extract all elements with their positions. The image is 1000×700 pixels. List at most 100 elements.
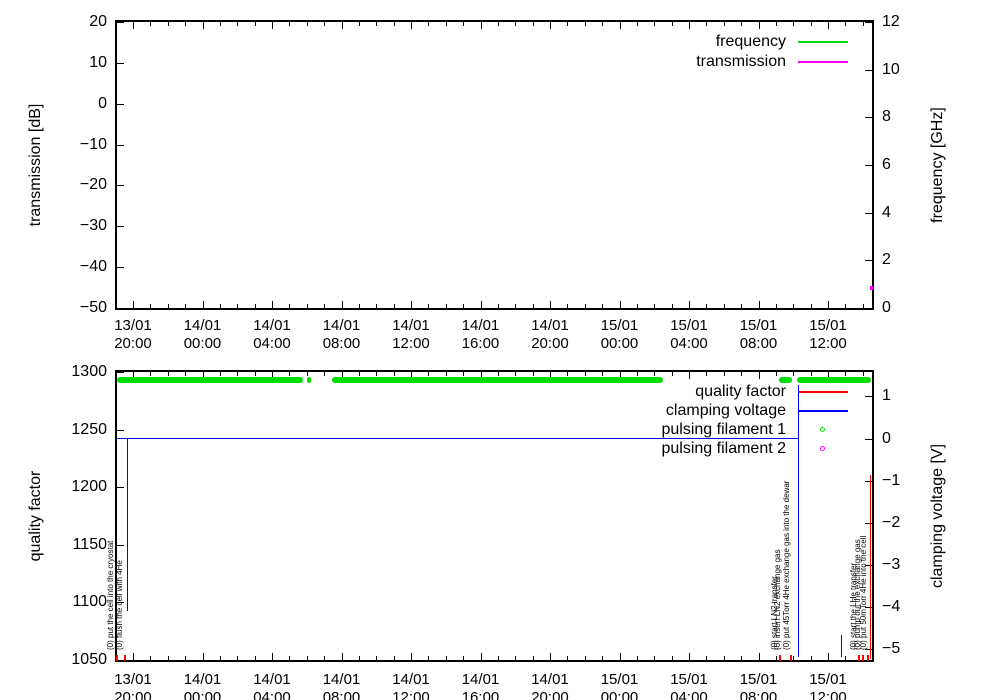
x-tick-label: 14/01 — [461, 317, 500, 334]
x-tick — [445, 304, 447, 308]
x-tick — [741, 22, 743, 26]
x-tick — [150, 304, 152, 308]
x-tick-label: 13/01 — [114, 671, 152, 688]
pulsing-filament-1-segment — [779, 377, 792, 384]
x-tick — [341, 372, 343, 379]
y-tick — [865, 212, 872, 214]
x-tick — [341, 301, 343, 308]
annotation-marker — [779, 654, 782, 661]
x-tick — [393, 304, 395, 308]
x-tick — [358, 22, 360, 26]
x-tick-label: 14/01 — [322, 317, 361, 334]
x-tick-label: 20:00 — [114, 335, 152, 352]
x-tick — [828, 653, 829, 660]
x-tick — [306, 304, 308, 308]
x-tick — [202, 372, 204, 379]
x-tick — [480, 301, 482, 308]
y-tick — [865, 308, 872, 309]
x-tick — [376, 656, 378, 660]
annotation-label: (0) insert LN2 exchange gas — [772, 549, 782, 651]
y-tick-label: −20 — [79, 176, 107, 194]
x-tick — [133, 22, 134, 29]
x-tick — [272, 372, 273, 379]
x-tick — [793, 372, 795, 376]
x-tick-label: 14/01 — [322, 671, 361, 688]
x-tick — [584, 656, 586, 660]
y-tick — [865, 396, 872, 398]
x-tick — [619, 22, 621, 29]
y-tick — [865, 438, 872, 440]
y-tick-label: −50 — [79, 299, 107, 316]
x-tick — [532, 304, 534, 308]
x-tick — [463, 304, 465, 308]
transmission-point — [869, 285, 873, 290]
x-tick — [550, 372, 551, 379]
y-tick — [117, 602, 124, 604]
x-tick — [532, 656, 534, 660]
x-tick — [775, 656, 777, 660]
y-tick — [865, 606, 872, 608]
x-tick — [706, 656, 708, 660]
x-tick-label: 14/01 — [253, 671, 291, 688]
bottom-left-axis-title: quality factor — [27, 470, 44, 562]
y-tick — [117, 185, 124, 187]
legend-label-transmission: transmission — [696, 53, 786, 70]
y-tick — [865, 522, 872, 524]
x-tick-label: 14/01 — [392, 317, 430, 334]
x-tick — [463, 656, 465, 660]
x-tick — [237, 372, 239, 376]
x-tick — [358, 656, 360, 660]
y-tick — [117, 267, 124, 269]
x-tick — [567, 22, 569, 26]
x-tick — [810, 372, 812, 376]
x-tick — [515, 304, 517, 308]
x-tick — [185, 656, 187, 660]
x-tick — [689, 301, 690, 308]
x-tick — [567, 304, 569, 308]
x-tick-label: 14/01 — [183, 671, 222, 688]
x-tick — [133, 372, 134, 379]
y-tick — [865, 260, 872, 262]
x-tick — [758, 372, 760, 379]
y-tick — [865, 649, 872, 651]
x-tick — [428, 656, 430, 660]
x-tick — [393, 372, 395, 376]
x-tick — [828, 22, 829, 29]
clamping-voltage-segment — [798, 384, 800, 657]
quality-factor-segment — [870, 475, 872, 660]
x-tick — [289, 372, 291, 376]
y-tick-label: −40 — [79, 258, 107, 276]
x-tick-label: 08:00 — [322, 335, 361, 352]
x-tick — [775, 372, 777, 376]
x-tick — [167, 656, 169, 660]
y-tick — [865, 69, 872, 71]
x-tick — [845, 656, 847, 660]
x-tick-label: 14/01 — [461, 671, 500, 688]
x-tick — [411, 301, 412, 308]
x-tick — [393, 656, 395, 660]
annotation-marker — [124, 654, 126, 661]
x-tick — [358, 304, 360, 308]
x-tick — [272, 22, 273, 29]
x-tick — [723, 304, 725, 308]
x-tick-label: 04:00 — [670, 689, 708, 700]
x-tick-label: 16:00 — [461, 689, 500, 700]
x-tick — [619, 372, 621, 379]
x-tick — [619, 653, 621, 660]
x-tick — [428, 22, 430, 26]
x-tick — [324, 372, 326, 376]
x-tick — [636, 22, 638, 26]
legend-sample-line — [798, 41, 848, 43]
x-tick-label: 15/01 — [739, 317, 778, 334]
x-tick — [793, 304, 795, 308]
x-tick — [619, 301, 621, 308]
x-tick — [654, 656, 656, 660]
plot-frame — [115, 20, 874, 310]
x-tick-label: 08:00 — [322, 689, 361, 700]
x-tick-label: 14/01 — [531, 671, 569, 688]
x-tick — [602, 656, 604, 660]
annotation-marker — [789, 654, 792, 661]
x-tick-label: 14/01 — [392, 671, 430, 688]
x-tick — [828, 372, 829, 379]
